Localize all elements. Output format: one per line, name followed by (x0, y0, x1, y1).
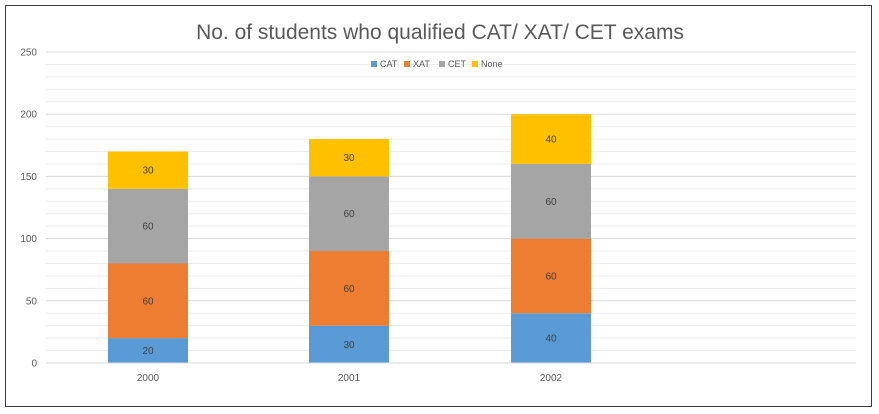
bar-segment-xat-2002 (511, 238, 591, 314)
data-label: 60 (343, 209, 355, 220)
bar-segment-cat-2002 (511, 313, 591, 363)
bar-segment-cet-2002 (511, 163, 591, 239)
data-label: 60 (142, 222, 154, 233)
bar-segment-cat-2001 (309, 325, 389, 363)
bar-segment-cet-2001 (309, 176, 389, 252)
y-tick-label: 150 (20, 172, 37, 183)
legend-label-cat: CAT (380, 59, 398, 69)
bar-segment-cat-2000 (108, 338, 188, 363)
legend-swatch-none (472, 61, 478, 67)
data-label: 30 (142, 166, 154, 177)
legend-label-cet: CET (448, 59, 467, 69)
y-tick-label: 0 (31, 359, 37, 370)
legend-swatch-cet (439, 61, 445, 67)
data-label: 20 (142, 346, 154, 357)
bar-segment-none-2001 (309, 139, 389, 177)
data-label: 60 (343, 284, 355, 295)
x-axis: 2000 2001 2002 (46, 362, 856, 384)
x-tick-label: 2000 (137, 373, 160, 384)
y-tick-label: 200 (20, 110, 37, 121)
bar-segment-xat-2001 (309, 251, 389, 326)
bar-segment-cet-2000 (108, 188, 188, 264)
bar-segment-xat-2000 (108, 263, 188, 339)
data-label: 40 (545, 334, 557, 345)
data-label: 60 (545, 197, 557, 208)
data-label: 60 (142, 296, 154, 307)
x-tick-label: 2002 (540, 373, 563, 384)
legend-label-none: None (481, 59, 503, 69)
x-tick-label: 2001 (338, 373, 361, 384)
data-label: 30 (343, 153, 355, 164)
data-label: 30 (343, 340, 355, 351)
legend-label-xat: XAT (413, 59, 430, 69)
y-tick-label: 50 (26, 296, 38, 307)
data-label: 40 (545, 135, 557, 146)
data-label: 60 (545, 271, 557, 282)
bars: 20 60 60 30 30 60 60 30 40 60 60 40 (108, 114, 591, 363)
legend-swatch-cat (371, 61, 377, 67)
y-tick-label: 100 (20, 234, 37, 245)
y-tick-label: 250 (20, 48, 37, 59)
y-axis: 0 50 100 150 200 250 (20, 48, 37, 370)
legend: CAT XAT CET None (371, 59, 503, 69)
legend-swatch-xat (404, 61, 410, 67)
bar-segment-none-2002 (511, 114, 591, 164)
chart-title: No. of students who qualified CAT/ XAT/ … (196, 21, 684, 44)
bar-segment-none-2000 (108, 151, 188, 189)
